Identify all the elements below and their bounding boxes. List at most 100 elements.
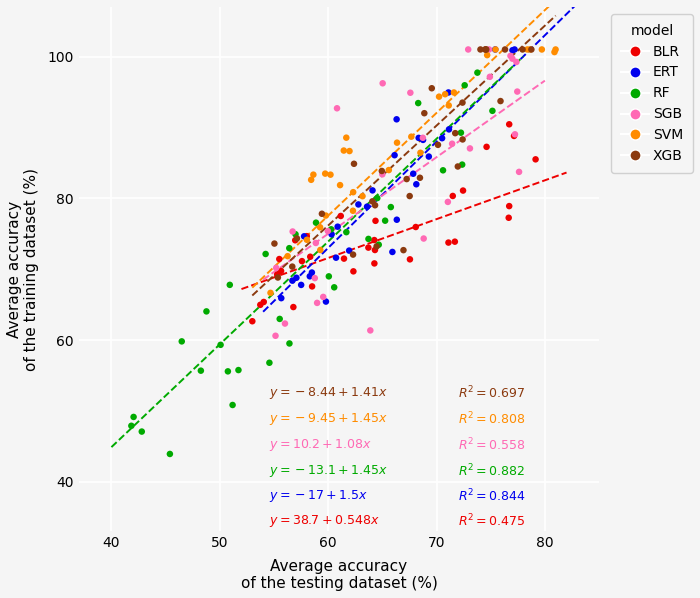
Point [406, 132, 417, 142]
Point [367, 185, 378, 195]
Point [284, 243, 295, 253]
Text: $y = −9.45 + 1.45 x$: $y = −9.45 + 1.45 x$ [269, 411, 388, 428]
Point [503, 202, 514, 211]
Point [459, 81, 470, 90]
Point [524, 45, 536, 54]
Point [457, 98, 468, 108]
Point [264, 358, 275, 368]
Point [437, 133, 448, 143]
Point [295, 280, 307, 289]
Point [417, 135, 428, 145]
Text: $R^2 = 0.844$: $R^2 = 0.844$ [458, 488, 526, 504]
Point [489, 45, 500, 54]
Point [463, 45, 474, 54]
Point [316, 209, 328, 218]
Point [472, 68, 483, 77]
Point [338, 146, 349, 155]
Point [276, 266, 287, 276]
Point [335, 181, 346, 190]
Point [255, 300, 266, 310]
Point [424, 152, 435, 161]
Point [335, 211, 346, 221]
Point [367, 197, 378, 206]
Point [320, 210, 331, 220]
Point [377, 170, 388, 179]
Point [306, 175, 317, 185]
Point [401, 174, 412, 184]
Point [452, 161, 463, 171]
Point [126, 421, 137, 431]
Point [276, 294, 287, 303]
Point [246, 316, 258, 326]
Point [176, 337, 188, 346]
Point [332, 222, 343, 231]
Point [387, 247, 398, 257]
Point [272, 270, 283, 279]
X-axis label: Average accuracy
of the testing dataset (%): Average accuracy of the testing dataset … [241, 559, 438, 591]
Point [449, 129, 461, 138]
Point [484, 72, 496, 81]
Point [512, 87, 523, 96]
Point [331, 103, 342, 113]
Point [310, 218, 321, 227]
Point [344, 147, 355, 156]
Point [448, 88, 459, 97]
Text: $R^2 = 0.697$: $R^2 = 0.697$ [458, 385, 526, 401]
Point [414, 173, 426, 182]
Point [495, 96, 506, 106]
Point [288, 302, 299, 312]
Point [443, 100, 454, 110]
Point [365, 326, 376, 335]
Point [369, 235, 380, 245]
Point [322, 226, 333, 236]
Point [526, 45, 537, 54]
Point [490, 45, 501, 54]
Point [405, 255, 416, 264]
Point [310, 238, 321, 248]
Point [522, 45, 533, 54]
Point [318, 292, 329, 301]
Point [330, 253, 342, 263]
Point [227, 400, 238, 410]
Point [279, 319, 290, 328]
Point [136, 427, 148, 437]
Text: $R^2 = 0.882$: $R^2 = 0.882$ [458, 463, 525, 480]
Point [224, 280, 235, 289]
Point [312, 298, 323, 307]
Point [287, 262, 298, 271]
Point [349, 159, 360, 169]
Text: $y = −8.44 + 1.41 x$: $y = −8.44 + 1.41 x$ [269, 385, 388, 401]
Point [291, 234, 302, 243]
Point [433, 92, 444, 102]
Point [307, 268, 318, 277]
Point [215, 340, 226, 350]
Point [550, 45, 561, 54]
Point [530, 154, 541, 164]
Point [419, 108, 430, 118]
Point [443, 238, 454, 248]
Point [341, 133, 352, 142]
Point [298, 231, 309, 241]
Point [287, 227, 298, 236]
Point [258, 297, 270, 307]
Point [321, 297, 332, 306]
Point [482, 50, 493, 60]
Point [357, 191, 368, 201]
Point [272, 273, 284, 282]
Point [415, 148, 426, 157]
Point [363, 243, 374, 252]
Point [370, 200, 381, 210]
Point [505, 51, 516, 60]
Point [376, 166, 387, 176]
Point [338, 254, 349, 263]
Point [290, 273, 302, 282]
Text: $R^2 = 0.808$: $R^2 = 0.808$ [458, 411, 526, 428]
Point [443, 88, 454, 97]
Point [549, 47, 560, 57]
Point [511, 57, 522, 67]
Point [503, 120, 514, 129]
Point [407, 169, 419, 179]
Point [344, 246, 355, 255]
Point [271, 263, 282, 273]
Point [290, 236, 301, 245]
